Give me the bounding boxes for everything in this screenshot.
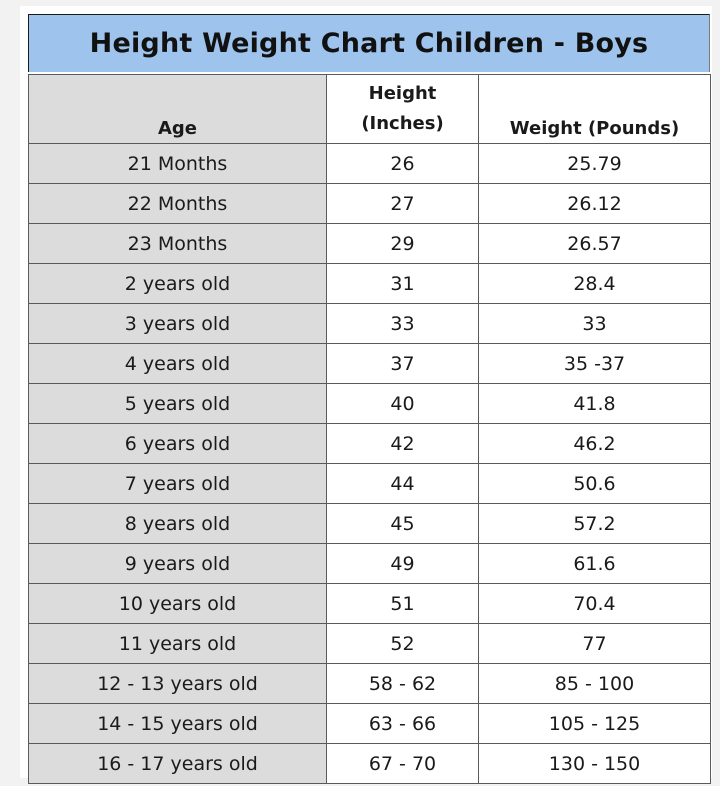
age-cell: 7 years old — [28, 463, 327, 504]
weight-cell: 85 - 100 — [478, 663, 711, 704]
height-cell: 45 — [326, 503, 479, 544]
table-row: 23 Months 29 26.57 — [28, 223, 711, 264]
height-column-header: Height (Inches) — [326, 74, 479, 144]
table-row: 11 years old 52 77 — [28, 623, 711, 664]
height-cell: 29 — [326, 223, 479, 264]
height-cell: 63 - 66 — [326, 703, 479, 744]
table-row: 8 years old 45 57.2 — [28, 503, 711, 544]
weight-cell: 77 — [478, 623, 711, 664]
age-cell: 5 years old — [28, 383, 327, 424]
age-cell: 8 years old — [28, 503, 327, 544]
height-cell: 52 — [326, 623, 479, 664]
age-cell: 3 years old — [28, 303, 327, 344]
height-cell: 58 - 62 — [326, 663, 479, 704]
table-row: 5 years old 40 41.8 — [28, 383, 711, 424]
table-row: 22 Months 27 26.12 — [28, 183, 711, 224]
height-cell: 37 — [326, 343, 479, 384]
height-cell: 67 - 70 — [326, 743, 479, 784]
age-cell: 2 years old — [28, 263, 327, 304]
table-row: 2 years old 31 28.4 — [28, 263, 711, 304]
table-row: 3 years old 33 33 — [28, 303, 711, 344]
age-cell: 21 Months — [28, 143, 327, 184]
weight-cell: 57.2 — [478, 503, 711, 544]
height-cell: 51 — [326, 583, 479, 624]
weight-column-header: Weight (Pounds) — [478, 74, 711, 144]
weight-cell: 28.4 — [478, 263, 711, 304]
age-cell: 9 years old — [28, 543, 327, 584]
chart-title: Height Weight Chart Children - Boys — [89, 28, 649, 59]
weight-cell: 26.12 — [478, 183, 711, 224]
weight-cell: 130 - 150 — [478, 743, 711, 784]
table-row: 7 years old 44 50.6 — [28, 463, 711, 504]
table-row: 4 years old 37 35 -37 — [28, 343, 711, 384]
height-cell: 26 — [326, 143, 479, 184]
age-cell: 12 - 13 years old — [28, 663, 327, 704]
table-row: 16 - 17 years old 67 - 70 130 - 150 — [28, 743, 711, 784]
table-row: 21 Months 26 25.79 — [28, 143, 711, 184]
height-cell: 40 — [326, 383, 479, 424]
chart-title-bar: Height Weight Chart Children - Boys — [28, 14, 710, 72]
weight-cell: 33 — [478, 303, 711, 344]
age-cell: 22 Months — [28, 183, 327, 224]
weight-cell: 26.57 — [478, 223, 711, 264]
weight-cell: 35 -37 — [478, 343, 711, 384]
weight-cell: 61.6 — [478, 543, 711, 584]
table-row: 10 years old 51 70.4 — [28, 583, 711, 624]
age-cell: 10 years old — [28, 583, 327, 624]
table-row: 12 - 13 years old 58 - 62 85 - 100 — [28, 663, 711, 704]
height-cell: 31 — [326, 263, 479, 304]
weight-cell: 50.6 — [478, 463, 711, 504]
height-cell: 42 — [326, 423, 479, 464]
table-row: 6 years old 42 46.2 — [28, 423, 711, 464]
height-cell: 44 — [326, 463, 479, 504]
age-cell: 4 years old — [28, 343, 327, 384]
weight-cell: 70.4 — [478, 583, 711, 624]
table-row: 9 years old 49 61.6 — [28, 543, 711, 584]
weight-cell: 25.79 — [478, 143, 711, 184]
weight-cell: 41.8 — [478, 383, 711, 424]
age-cell: 14 - 15 years old — [28, 703, 327, 744]
age-column-header: Age — [28, 74, 327, 144]
age-cell: 6 years old — [28, 423, 327, 464]
height-header-line2: (Inches) — [361, 113, 444, 134]
height-weight-table: Age Height (Inches) Weight (Pounds) 21 M… — [28, 74, 711, 784]
table-body: 21 Months 26 25.79 22 Months 27 26.12 23 Month… — [28, 143, 711, 784]
weight-cell: 105 - 125 — [478, 703, 711, 744]
header-row: Age Height (Inches) Weight (Pounds) — [28, 74, 711, 144]
height-cell: 33 — [326, 303, 479, 344]
height-cell: 49 — [326, 543, 479, 584]
height-header-line1: Height — [368, 83, 437, 104]
height-cell: 27 — [326, 183, 479, 224]
weight-cell: 46.2 — [478, 423, 711, 464]
age-cell: 23 Months — [28, 223, 327, 264]
table-row: 14 - 15 years old 63 - 66 105 - 125 — [28, 703, 711, 744]
age-cell: 11 years old — [28, 623, 327, 664]
age-cell: 16 - 17 years old — [28, 743, 327, 784]
